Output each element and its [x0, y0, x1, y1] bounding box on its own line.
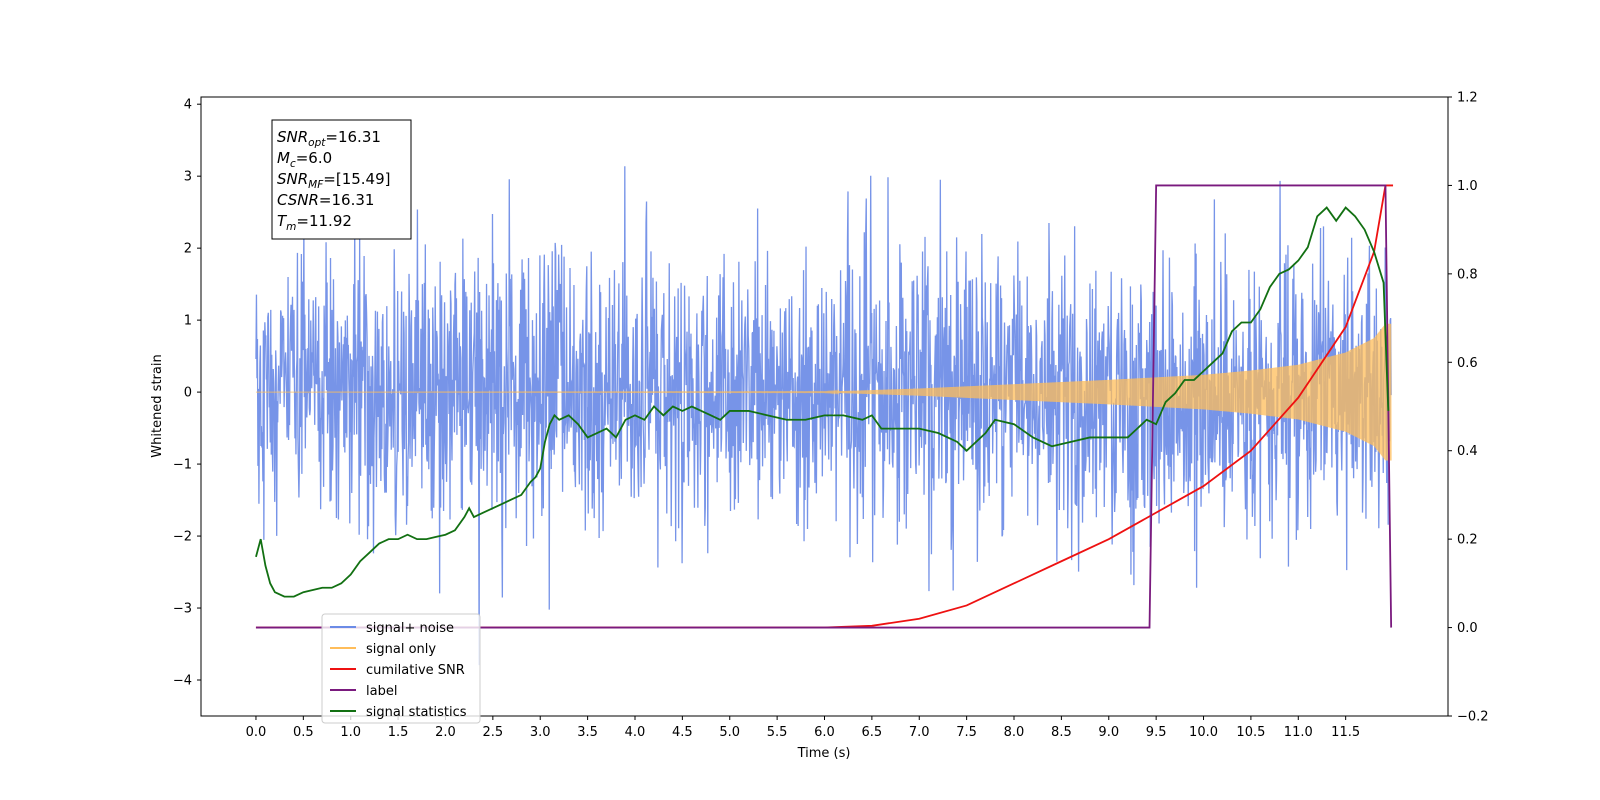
y-right-tick-label: 1.0: [1457, 179, 1478, 194]
legend: signal+ noise signal only cumilative SNR la…: [321, 613, 481, 724]
series-line-signal-noise: [255, 166, 1392, 666]
x-tick-label: 10.5: [1236, 725, 1265, 740]
series-line-signal-only: [255, 323, 1392, 461]
y-tick-label: −4: [173, 674, 192, 689]
y-right-tick-label: −0.2: [1457, 710, 1489, 725]
annotation-line: Mc=6.0: [277, 149, 332, 170]
x-tick-label: 10.0: [1189, 725, 1218, 740]
x-tick-label: 6.5: [862, 725, 883, 740]
series-line-signal-statistics: [255, 206, 1390, 598]
series-line-label: [255, 184, 1393, 629]
x-tick-label: 7.0: [909, 725, 930, 740]
y-right-tick-label: 0.2: [1457, 533, 1478, 548]
annotation-line: Tm=11.92: [277, 212, 352, 233]
annotation-line: CSNR=16.31: [277, 191, 374, 209]
y-tick-label: −3: [173, 602, 192, 617]
x-tick-label: 2.5: [483, 725, 504, 740]
annotation-line: SNRopt=16.31: [277, 128, 381, 149]
legend-entry: signal+ noise: [366, 621, 454, 636]
x-tick-label: 1.0: [340, 725, 361, 740]
legend-frame: [321, 613, 481, 724]
y-tick-label: 4: [184, 98, 192, 113]
y-tick-label: −2: [173, 530, 192, 545]
y-tick-label: 1: [184, 314, 192, 329]
legend-entry: label: [366, 684, 397, 699]
annotation-line: SNRMF=[15.49]: [277, 170, 391, 191]
x-tick-label: 8.0: [1004, 725, 1025, 740]
y-tick-label: 2: [184, 242, 192, 257]
x-tick-label: 8.5: [1051, 725, 1072, 740]
x-tick-label: 4.5: [672, 725, 693, 740]
x-tick-label: 2.0: [435, 725, 456, 740]
y-right-tick-label: 0.8: [1457, 267, 1478, 282]
y-tick-label: 0: [184, 386, 192, 401]
y-tick-label: −1: [173, 458, 192, 473]
x-tick-label: 7.5: [956, 725, 977, 740]
x-tick-label: 6.0: [814, 725, 835, 740]
x-tick-label: 5.0: [719, 725, 740, 740]
x-tick-label: 11.0: [1284, 725, 1313, 740]
stats-annotation-box: SNRopt=16.31Mc=6.0SNRMF=[15.49]CSNR=16.3…: [271, 119, 412, 240]
y-tick-label: 3: [184, 170, 192, 185]
x-tick-label: 0.0: [246, 725, 267, 740]
x-tick-label: 4.0: [625, 725, 646, 740]
y-right-tick-label: 0.6: [1457, 356, 1478, 371]
legend-entry: signal only: [366, 642, 436, 657]
legend-entry: cumilative SNR: [366, 663, 465, 678]
x-tick-label: 1.5: [388, 725, 409, 740]
series-line-cumulative-snr: [255, 184, 1394, 629]
y-right-tick-label: 0.0: [1457, 621, 1478, 636]
x-tick-label: 9.5: [1146, 725, 1167, 740]
x-tick-label: 5.5: [767, 725, 788, 740]
x-tick-label: 3.5: [577, 725, 598, 740]
x-tick-label: 9.0: [1098, 725, 1119, 740]
x-tick-label: 3.0: [530, 725, 551, 740]
annotation-frame: [271, 119, 412, 240]
y-right-tick-label: 0.4: [1457, 444, 1478, 459]
x-tick-label: 0.5: [293, 725, 314, 740]
y-axis-label: Whitened strain: [150, 354, 165, 457]
legend-entry: signal statistics: [366, 705, 467, 720]
y-right-tick-label: 1.2: [1457, 91, 1478, 106]
x-axis-label: Time (s): [797, 746, 851, 761]
x-tick-label: 11.5: [1331, 725, 1360, 740]
